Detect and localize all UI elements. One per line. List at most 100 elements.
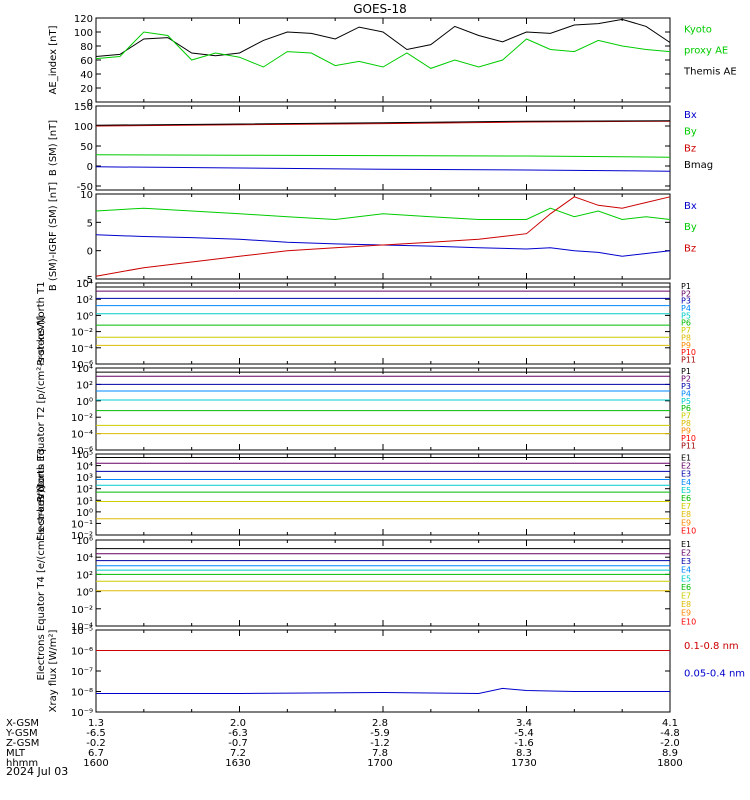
y-tick-label: -5 bbox=[83, 275, 93, 286]
channel-label: P5 bbox=[681, 397, 691, 406]
channel-label: E1 bbox=[681, 540, 691, 549]
panel-1: 0 20 40 60 80 100 120 AE_index [nT] Kyoto proxy A… bbox=[48, 14, 737, 109]
channel-label: P8 bbox=[681, 419, 691, 428]
footer-value: 1.3 bbox=[88, 718, 104, 729]
footer-value: -5.9 bbox=[370, 728, 390, 739]
channel-label: E4 bbox=[681, 566, 691, 575]
footer-value: 1630 bbox=[225, 758, 250, 769]
legend-entry: proxy AE bbox=[684, 46, 728, 57]
y-axis-label: B (SM) [nT] bbox=[48, 120, 59, 176]
panel-frame bbox=[95, 17, 671, 103]
series-line bbox=[95, 166, 671, 172]
panel-5: 10⁻⁶ 10⁻⁴ 10⁻² 10⁰ 10² 10⁴ Protons Equator T2 … bbox=[36, 316, 696, 503]
channel-label: P6 bbox=[681, 404, 691, 413]
footer-value: 1800 bbox=[657, 758, 682, 769]
panel-frame bbox=[95, 539, 671, 627]
channel-label: E3 bbox=[681, 470, 691, 479]
series-line bbox=[96, 687, 670, 695]
channel-label: E8 bbox=[681, 510, 691, 519]
y-tick-label: 0 bbox=[87, 98, 93, 109]
channel-label: P3 bbox=[681, 382, 691, 391]
panel-8: 10⁻⁹ 10⁻⁸ 10⁻⁷ 10⁻⁶ 10⁻⁵ Xray flux [W/m²] 0.1-… bbox=[48, 626, 745, 719]
channel-label: E2 bbox=[681, 462, 691, 471]
y-tick-label: 0 bbox=[87, 162, 93, 173]
footer-row-label: Y-GSM bbox=[5, 728, 38, 739]
channel-label: P11 bbox=[681, 442, 696, 451]
channel-label: E9 bbox=[681, 518, 691, 527]
y-tick-label: 10⁻⁶ bbox=[71, 446, 93, 457]
channel-label: P5 bbox=[681, 311, 691, 320]
panel-frame bbox=[95, 105, 671, 191]
channel-label: E5 bbox=[681, 574, 691, 583]
y-axis-label: Electrons Equator T4 [e/(cm²-s-sr-keV)] bbox=[36, 485, 47, 680]
footer-row-label: X-GSM bbox=[6, 718, 39, 729]
channel-label: P10 bbox=[681, 348, 696, 357]
channel-label: P1 bbox=[681, 367, 691, 376]
y-tick-label: 10² bbox=[76, 380, 93, 391]
y-tick-label: 10⁻⁵ bbox=[71, 626, 93, 637]
panel-7: 10⁻⁴ 10⁻² 10⁰ 10² 10⁴ 10⁶ Electrons Equator T4… bbox=[36, 485, 696, 680]
series-line bbox=[95, 31, 671, 69]
footer-value: 6.7 bbox=[88, 748, 104, 759]
channel-label: P11 bbox=[681, 356, 696, 365]
y-tick-label: 10⁰ bbox=[76, 508, 93, 519]
channel-label: E10 bbox=[681, 526, 696, 535]
y-axis-label: B (SM)-IGRF (SM) [nT] bbox=[48, 182, 59, 291]
y-tick-label: 10⁰ bbox=[76, 588, 93, 599]
footer-row-label: MLT bbox=[6, 748, 26, 759]
y-tick-label: 10⁵ bbox=[76, 450, 93, 461]
channel-label: E3 bbox=[681, 557, 691, 566]
footer-value: -4.8 bbox=[660, 728, 680, 739]
y-tick-label: 5 bbox=[87, 218, 93, 229]
chart-title: GOES-18 bbox=[353, 2, 407, 16]
channel-label: P9 bbox=[681, 427, 691, 436]
footer-value: -0.7 bbox=[228, 738, 248, 749]
channel-label: P8 bbox=[681, 333, 691, 342]
footer-value: -1.6 bbox=[514, 738, 534, 749]
date-label: 2024 Jul 03 bbox=[6, 765, 68, 778]
y-tick-label: 10⁴ bbox=[76, 462, 93, 473]
y-axis-label: Xray flux [W/m²] bbox=[48, 630, 59, 713]
legend-entry: 0.05-0.4 nm bbox=[684, 668, 745, 679]
channel-label: E7 bbox=[681, 591, 691, 600]
y-tick-label: 10⁰ bbox=[76, 397, 93, 408]
channel-label: E1 bbox=[681, 453, 691, 462]
legend-entry: By bbox=[684, 127, 697, 138]
channel-label: E4 bbox=[681, 478, 691, 487]
legend-entry: Bx bbox=[684, 201, 697, 212]
channel-label: E2 bbox=[681, 548, 691, 557]
y-tick-label: 10⁻⁴ bbox=[71, 430, 93, 441]
panel-frame bbox=[95, 282, 671, 365]
channel-label: E5 bbox=[681, 486, 691, 495]
y-tick-label: 10¹ bbox=[76, 496, 93, 507]
y-tick-label: 10⁻⁷ bbox=[71, 667, 93, 678]
y-tick-label: 10³ bbox=[76, 473, 93, 484]
y-tick-label: 10⁻¹ bbox=[71, 519, 93, 530]
y-tick-label: 10⁻⁶ bbox=[71, 647, 93, 658]
footer-value: 4.1 bbox=[662, 718, 678, 729]
channel-label: E8 bbox=[681, 600, 691, 609]
footer-value: -0.2 bbox=[86, 738, 106, 749]
y-tick-label: 10⁻⁹ bbox=[71, 708, 93, 719]
series-line bbox=[95, 18, 671, 57]
panel-frame bbox=[95, 629, 671, 713]
channel-label: P1 bbox=[681, 282, 691, 291]
ephemeris-footer: X-GSM 1.3 2.0 2.8 3.4 4.1 Y-GSM -6.5 -6.3 -5.9 -5.… bbox=[5, 718, 683, 769]
y-tick-label: 10⁻² bbox=[71, 413, 93, 424]
series-line bbox=[95, 196, 671, 277]
panel-2: -50 0 50 100 150 B (SM) [nT] Bx By Bz Bmag bbox=[48, 102, 713, 193]
footer-value: 1700 bbox=[367, 758, 392, 769]
y-tick-label: 40 bbox=[80, 70, 93, 81]
y-tick-label: 10⁻⁸ bbox=[71, 688, 93, 699]
footer-value: 8.3 bbox=[516, 748, 532, 759]
y-tick-label: 10⁶ bbox=[76, 536, 93, 547]
footer-value: -5.4 bbox=[514, 728, 534, 739]
series-line bbox=[95, 154, 671, 158]
channel-label: P7 bbox=[681, 412, 691, 421]
y-tick-label: 10⁻⁶ bbox=[71, 360, 93, 371]
y-tick-label: 10⁻⁴ bbox=[71, 344, 93, 355]
footer-value: -6.3 bbox=[228, 728, 248, 739]
footer-value: -1.2 bbox=[370, 738, 390, 749]
